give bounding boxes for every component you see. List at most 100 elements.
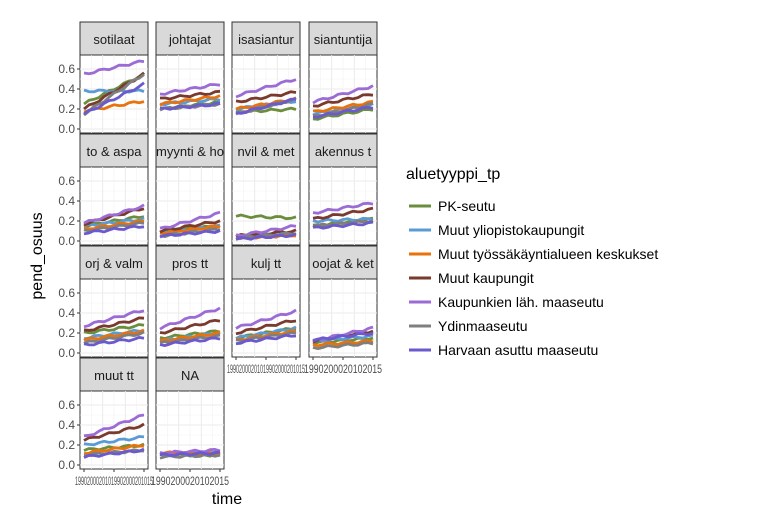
legend-label: Muut kaupungit — [438, 270, 534, 286]
legend-entry: Muut kaupungit — [409, 270, 534, 286]
facet-panel: nvil & met — [231, 133, 301, 246]
series-line — [312, 216, 374, 224]
series-line — [312, 220, 374, 230]
series-line — [83, 435, 145, 447]
y-tick-label: 0.6 — [58, 62, 75, 76]
facet-strip-label: muut tt — [94, 368, 134, 383]
y-tick-label: 0.6 — [58, 174, 75, 188]
legend-entry: Muut työssäkäyntialueen keskukset — [409, 246, 658, 262]
series-line — [235, 90, 297, 104]
legend-entry: Ydinmaaseutu — [409, 318, 528, 334]
series-line — [235, 78, 297, 99]
facet-panel: kulj tt 19902000201019902000201015 — [227, 245, 305, 376]
y-tick-label: 0.2 — [58, 102, 75, 116]
legend-title: aluetyyppi_tp — [406, 166, 500, 183]
facet-strip — [155, 21, 225, 56]
facet-panel: muut tt 0.0 0.2 0.4 0.6 199020002010199020002… — [58, 357, 153, 488]
facet-strip-label: johtajat — [168, 32, 211, 47]
series-line — [83, 447, 145, 459]
facet-strip-label: pros tt — [172, 256, 209, 271]
series-line — [235, 308, 297, 330]
legend-label: Muut työssäkäyntialueen keskukset — [438, 246, 658, 262]
series-line — [159, 89, 221, 101]
x-tick-label: 1990200020102015 — [151, 474, 229, 488]
series-line — [312, 206, 374, 220]
series-line — [83, 309, 145, 329]
series-line — [312, 339, 374, 348]
facet-strip — [231, 21, 301, 56]
series-line — [83, 59, 145, 76]
facet-strip — [79, 133, 149, 168]
facet-strip-label: NA — [181, 368, 199, 383]
series-line — [83, 328, 145, 342]
facet-grid: sotilaat 0.0 0.2 0.4 0.6 johtajat isasiantur si… — [58, 21, 382, 488]
legend-entry: Harvaan asuttu maaseutu — [409, 342, 598, 358]
series-line — [83, 413, 145, 438]
series-line — [312, 341, 374, 351]
legend-label: Harvaan asuttu maaseutu — [438, 342, 598, 358]
y-axis-title: pend_osuus — [29, 212, 46, 299]
series-line — [159, 224, 221, 235]
facet-panel: orj & valm 0.0 0.2 0.4 0.6 — [58, 245, 149, 360]
x-tick-label: 19902000201019902000201015 — [75, 474, 153, 488]
series-line — [312, 219, 374, 229]
y-tick-label: 0.2 — [58, 438, 75, 452]
series-line — [312, 331, 374, 343]
series-line — [235, 213, 297, 221]
facet-strip-label: nvil & met — [237, 144, 294, 159]
facet-panel: to & aspa 0.0 0.2 0.4 0.6 — [58, 133, 149, 248]
series-line — [83, 330, 145, 345]
series-line — [83, 81, 145, 116]
series-line — [83, 316, 145, 332]
series-line — [159, 319, 221, 335]
facet-strip — [155, 133, 225, 168]
series-line — [83, 203, 145, 225]
legend-label: PK-seutu — [438, 198, 496, 214]
series-line — [312, 106, 374, 119]
facet-strip-label: orj & valm — [85, 256, 143, 271]
y-tick-label: 0.4 — [58, 82, 75, 96]
legend-entry: Muut yliopistokaupungit — [409, 222, 584, 238]
y-tick-label: 0.4 — [58, 418, 75, 432]
facet-strip — [155, 357, 225, 392]
series-line — [83, 443, 144, 455]
grid-lines — [80, 167, 148, 245]
series-line — [159, 450, 221, 457]
facet-strip-label: kulj tt — [251, 256, 282, 271]
series-line — [159, 102, 221, 111]
facet-panel: pros tt — [155, 245, 225, 358]
series-line — [159, 210, 221, 230]
series-line — [235, 325, 297, 340]
series-line — [235, 333, 297, 346]
series-line — [235, 231, 297, 241]
y-tick-label: 0.4 — [58, 306, 75, 320]
legend-entry: Kaupunkien läh. maaseutu — [409, 294, 604, 310]
facet-strip-label: myynti & ho — [156, 144, 224, 159]
series-line — [159, 94, 221, 107]
series-line — [159, 83, 221, 96]
grid-lines — [232, 167, 300, 245]
series-line — [312, 99, 374, 113]
series-line — [159, 336, 221, 347]
facet-strip — [79, 21, 149, 56]
facet-strip-label: isasiantur — [238, 32, 294, 47]
facet-panel: akennus t — [308, 133, 378, 246]
series-line — [312, 201, 374, 215]
facet-strip — [308, 21, 378, 56]
series-line — [235, 232, 297, 241]
series-line — [312, 84, 374, 105]
series-line — [83, 323, 145, 335]
x-tick-label: 1990200020102015 — [304, 362, 382, 376]
series-line — [83, 215, 145, 229]
legend-label: Kaupunkien läh. maaseutu — [438, 294, 604, 310]
series-line — [159, 229, 221, 239]
facet-strip-label: siantuntija — [314, 32, 373, 47]
series-line — [83, 219, 145, 231]
y-tick-label: 0.2 — [58, 214, 75, 228]
facet-strip — [308, 245, 378, 280]
facet-strip-label: sotilaat — [93, 32, 135, 47]
facet-panel: johtajat — [155, 21, 225, 134]
y-tick-label: 0.0 — [58, 122, 75, 136]
facet-strip-label: to & aspa — [87, 144, 143, 159]
